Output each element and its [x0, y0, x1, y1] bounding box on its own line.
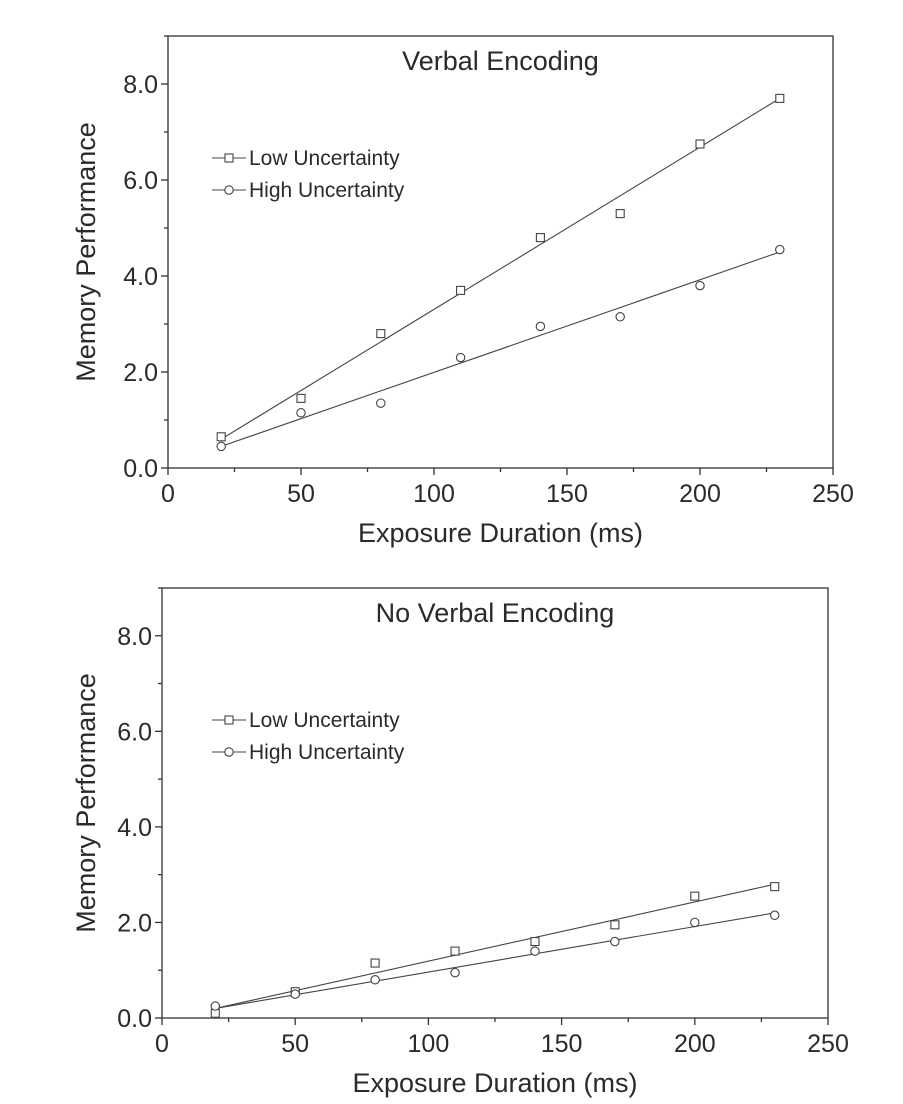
data-point-square	[690, 891, 700, 901]
legend: Low Uncertainty High Uncertainty	[212, 147, 405, 202]
fit-line	[215, 912, 775, 1009]
data-point-circle	[455, 352, 466, 363]
data-point-circle	[695, 280, 705, 291]
data-point-circle	[530, 946, 540, 956]
data-point-square	[535, 233, 545, 243]
data-point-circle	[376, 398, 386, 408]
x-axis-title: Exposure Duration (ms)	[352, 1068, 637, 1098]
y-tick-label: 8.0	[123, 71, 158, 99]
legend-square-marker	[224, 715, 234, 725]
x-tick-label: 0	[161, 480, 175, 508]
x-tick-label: 250	[812, 480, 854, 508]
data-point-circle	[690, 917, 700, 928]
legend: Low Uncertainty High Uncertainty	[212, 709, 405, 764]
data-point-square	[450, 946, 460, 956]
data-point-circle	[210, 1001, 221, 1011]
y-tick-label: 6.0	[123, 167, 158, 195]
y-axis-title: Memory Performance	[71, 673, 101, 933]
legend-label: Low Uncertainty	[249, 147, 400, 170]
y-tick-label: 2.0	[117, 909, 152, 937]
data-point-square	[370, 958, 380, 968]
y-axis-title: Memory Performance	[71, 122, 101, 382]
data-point-circle	[535, 321, 546, 332]
y-tick-label: 4.0	[117, 814, 152, 842]
legend-circle-marker	[224, 185, 234, 195]
x-tick-label: 250	[807, 1030, 849, 1058]
data-point-circle	[290, 989, 300, 999]
x-tick-label: 0	[155, 1030, 169, 1058]
data-point-square	[615, 209, 625, 219]
fit-line	[220, 97, 781, 440]
legend-circle-marker	[224, 747, 234, 757]
series-low-uncertainty	[216, 93, 785, 442]
fit-line	[221, 251, 780, 447]
legend-label: Low Uncertainty	[249, 709, 400, 732]
data-point-square	[610, 920, 620, 930]
x-tick-label: 200	[674, 1030, 716, 1058]
data-point-square	[216, 432, 226, 442]
data-point-circle	[450, 967, 460, 978]
plot-frame	[161, 587, 829, 1019]
x-tick-label: 150	[541, 1030, 583, 1058]
x-axis-title: Exposure Duration (ms)	[358, 518, 643, 548]
fit-line	[215, 883, 775, 1009]
data-point-circle	[296, 408, 306, 418]
data-point-circle	[769, 910, 780, 921]
data-point-square	[530, 937, 540, 947]
top-chart: Verbal Encoding 0 50 100 150 200 250 0.0 2.0 4.0 6…	[71, 35, 854, 548]
legend-square-marker	[224, 153, 234, 163]
series-high-uncertainty	[210, 910, 780, 1011]
x-tick-label: 50	[281, 1030, 309, 1058]
data-point-circle	[615, 312, 625, 322]
series-high-uncertainty	[216, 244, 785, 452]
x-tick-label: 100	[413, 480, 455, 508]
legend-label: High Uncertainty	[249, 741, 405, 764]
x-tick-label: 150	[546, 480, 588, 508]
y-tick-label: 2.0	[123, 359, 158, 387]
legend-label: High Uncertainty	[249, 179, 405, 202]
data-point-square	[376, 329, 386, 339]
y-tick-label: 4.0	[123, 263, 158, 291]
y-tick-label: 8.0	[117, 623, 152, 651]
y-tick-label: 6.0	[117, 718, 152, 746]
data-point-circle	[216, 441, 226, 452]
x-tick-label: 200	[679, 480, 721, 508]
y-tick-label: 0.0	[123, 455, 158, 483]
data-point-circle	[775, 244, 785, 255]
data-point-circle	[370, 975, 380, 985]
data-point-square	[775, 93, 785, 103]
bottom-chart: No Verbal Encoding 0 50 100 150 200 250 0.0 2.0 4…	[71, 587, 849, 1098]
plot-frame	[167, 35, 834, 469]
chart-title: No Verbal Encoding	[376, 598, 615, 628]
chart-title: Verbal Encoding	[402, 46, 599, 76]
x-tick-label: 50	[287, 480, 315, 508]
y-tick-label: 0.0	[117, 1005, 152, 1033]
x-tick-label: 100	[408, 1030, 450, 1058]
data-point-circle	[610, 936, 620, 947]
data-point-square	[456, 285, 466, 295]
data-point-square	[296, 393, 306, 403]
data-point-square	[695, 139, 705, 149]
data-point-square	[770, 882, 780, 892]
